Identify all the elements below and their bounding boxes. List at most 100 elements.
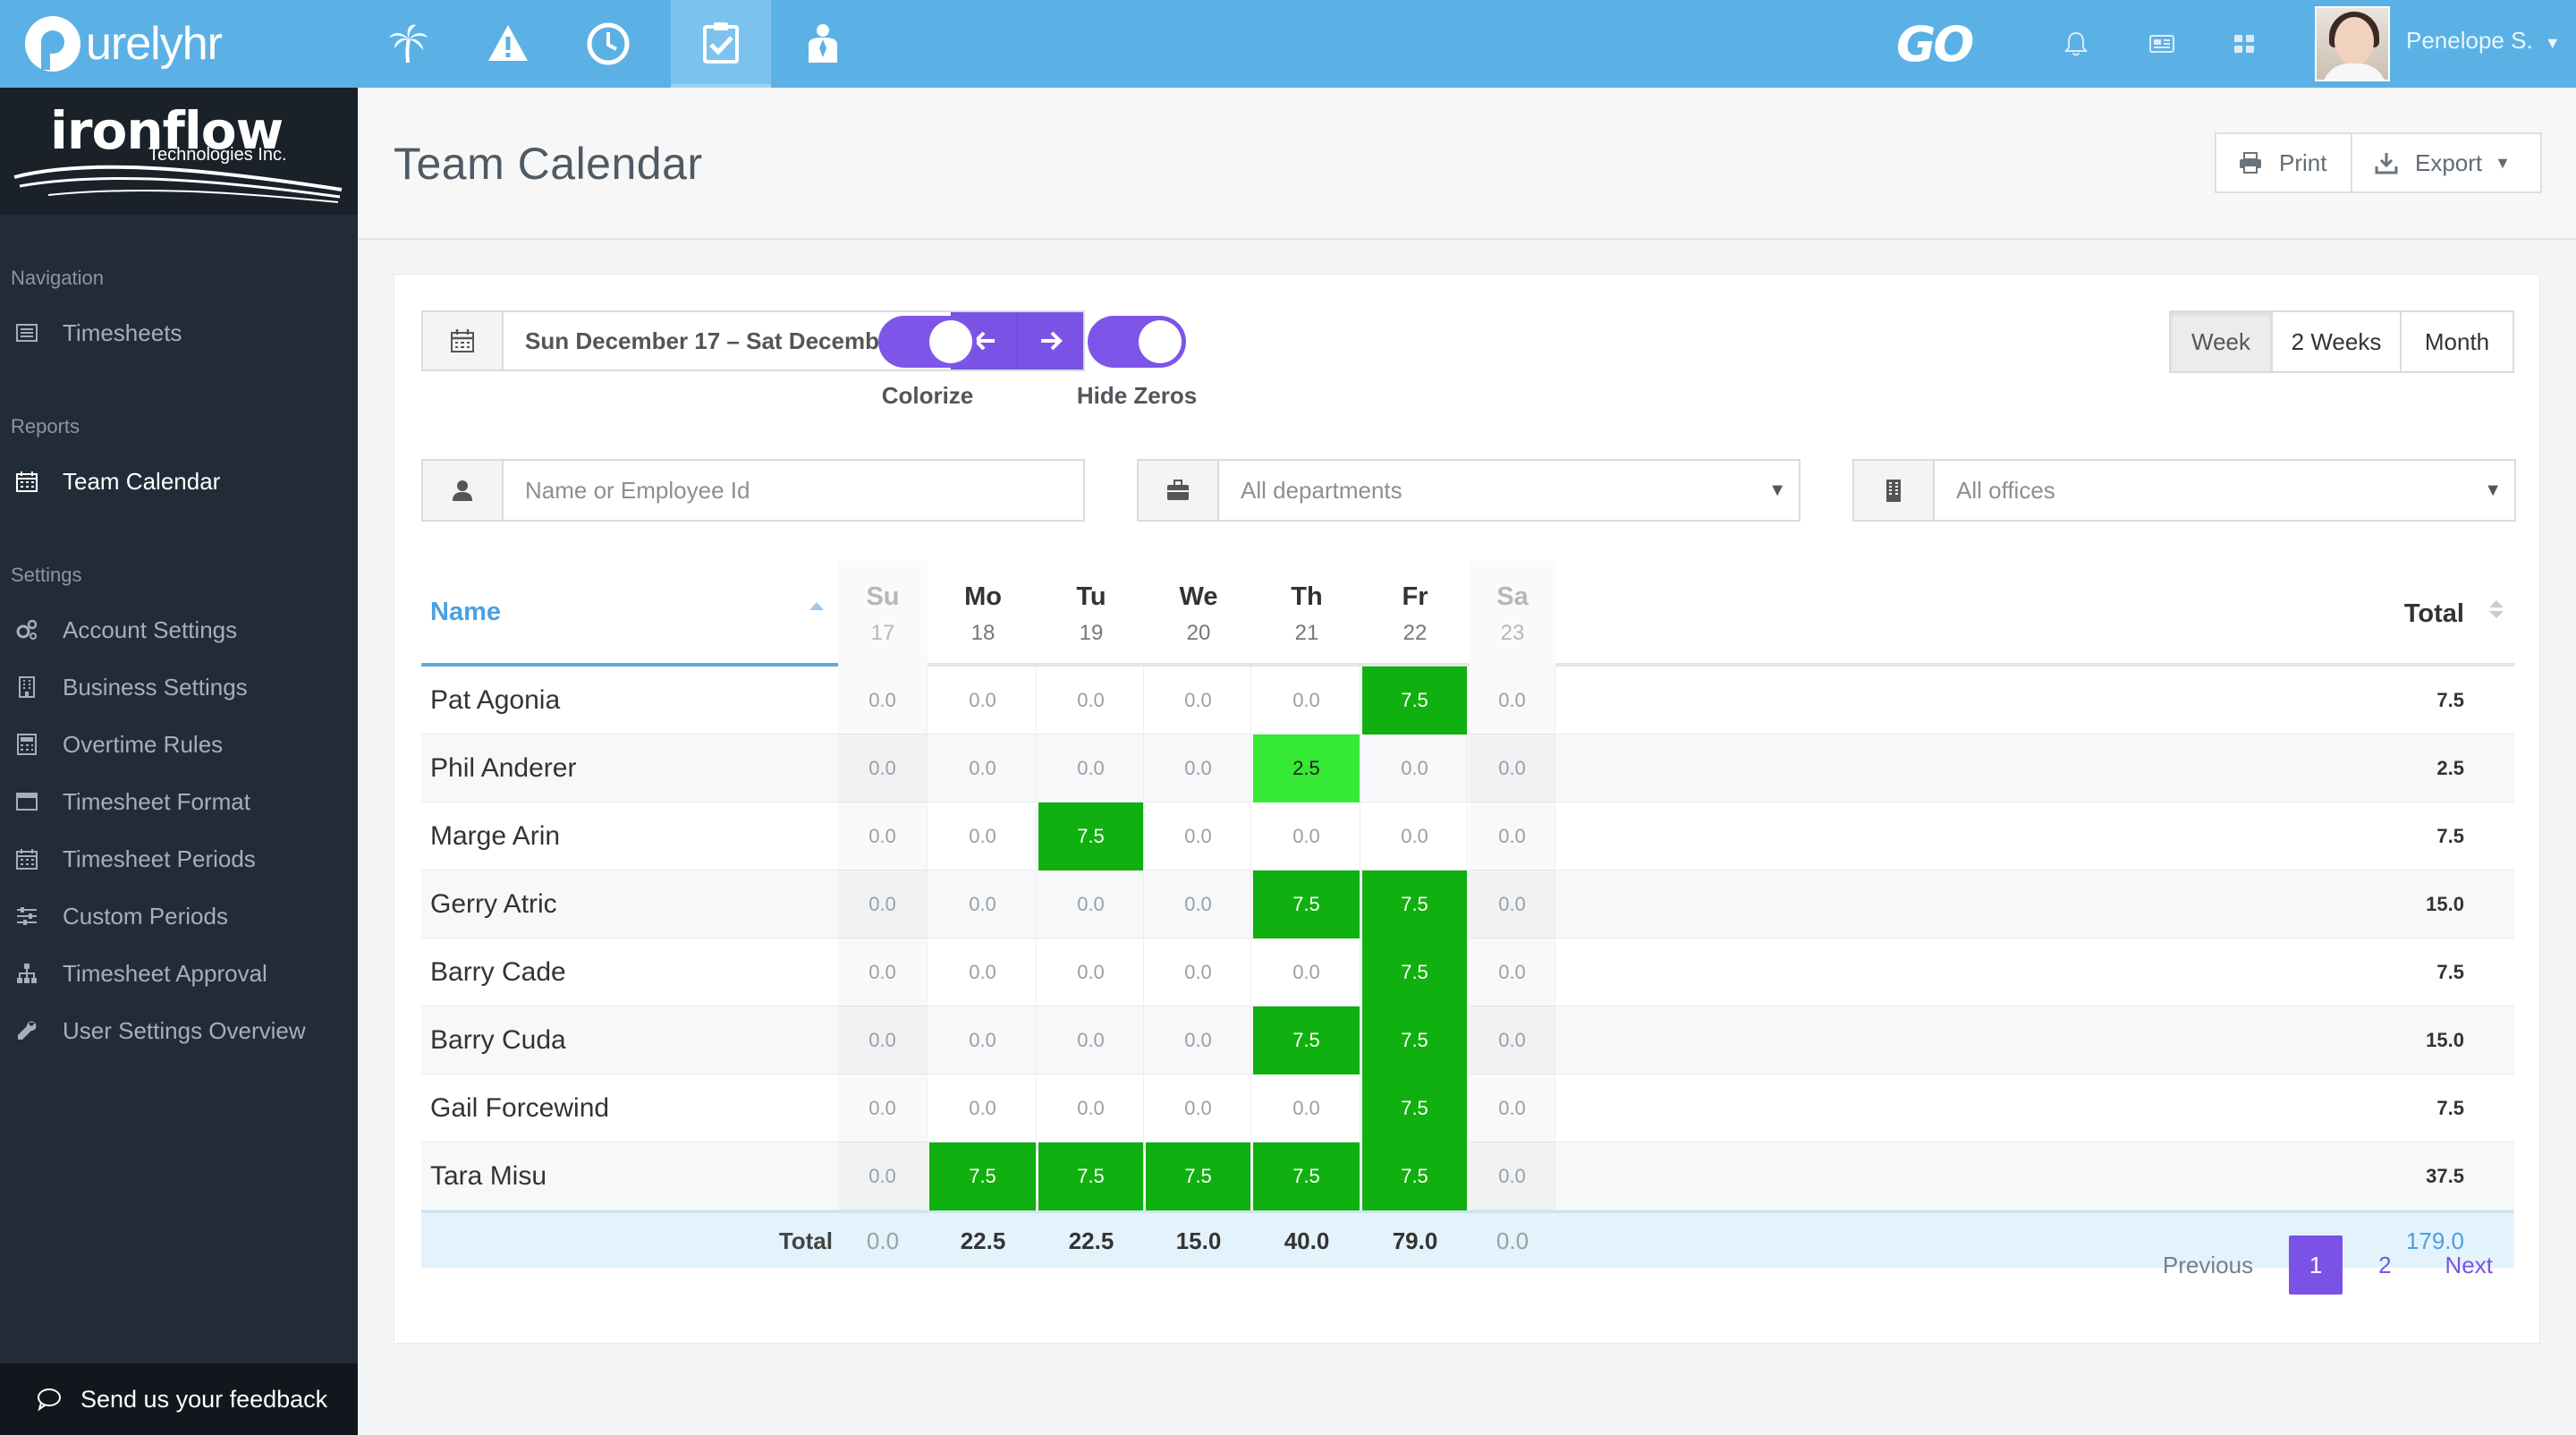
date-range-input[interactable]: Sun December 17 – Sat December 23, bbox=[525, 327, 940, 354]
hide-zeros-toggle[interactable] bbox=[1088, 316, 1186, 368]
hours-cell[interactable]: 7.5 bbox=[1362, 1006, 1468, 1074]
range-week-button[interactable]: Week bbox=[2171, 312, 2273, 371]
hours-cell[interactable]: 0.0 bbox=[838, 802, 928, 870]
next-page-button[interactable]: Next bbox=[2445, 1251, 2493, 1278]
employee-name[interactable]: Barry Cuda bbox=[430, 1025, 566, 1055]
hours-cell[interactable]: 0.0 bbox=[1253, 802, 1360, 870]
avatar[interactable] bbox=[2315, 6, 2390, 81]
previous-page-button[interactable]: Previous bbox=[2162, 1251, 2254, 1278]
hours-cell[interactable]: 0.0 bbox=[1470, 734, 1555, 802]
calendar-icon[interactable] bbox=[423, 312, 504, 369]
hours-cell[interactable]: 0.0 bbox=[1146, 734, 1251, 802]
colorize-toggle[interactable] bbox=[878, 316, 977, 368]
hours-cell[interactable]: 0.0 bbox=[929, 802, 1037, 870]
sidebar-item-timesheet-periods[interactable]: Timesheet Periods bbox=[0, 834, 358, 884]
name-column-header[interactable]: Name bbox=[421, 561, 838, 667]
hours-cell[interactable]: 7.5 bbox=[1253, 870, 1360, 938]
employee-search-input[interactable]: Name or Employee Id bbox=[525, 476, 750, 504]
hours-cell[interactable]: 0.0 bbox=[929, 870, 1037, 938]
page-2-button[interactable]: 2 bbox=[2378, 1251, 2392, 1278]
sidebar-item-user-settings-overview[interactable]: User Settings Overview bbox=[0, 1006, 358, 1056]
range-month-button[interactable]: Month bbox=[2424, 327, 2490, 355]
hours-cell[interactable]: 0.0 bbox=[1038, 734, 1144, 802]
day-column-header[interactable]: Su 17 bbox=[838, 561, 928, 667]
hours-cell[interactable]: 0.0 bbox=[929, 1074, 1037, 1142]
apps-grid-icon[interactable] bbox=[2222, 21, 2267, 66]
hours-cell[interactable]: 0.0 bbox=[838, 1006, 928, 1074]
purelyhr-logo[interactable]: urelyhr bbox=[25, 14, 223, 73]
palm-tree-icon[interactable] bbox=[358, 0, 458, 88]
day-column-header[interactable]: Tu 19 bbox=[1038, 561, 1144, 667]
hours-cell[interactable]: 0.0 bbox=[838, 870, 928, 938]
export-button[interactable]: Export ▼ bbox=[2351, 132, 2542, 193]
sidebar-item-business-settings[interactable]: Business Settings bbox=[0, 662, 358, 712]
bell-icon[interactable] bbox=[2054, 21, 2098, 66]
employee-name[interactable]: Marge Arin bbox=[430, 821, 561, 851]
hours-cell[interactable]: 0.0 bbox=[838, 938, 928, 1006]
hours-cell[interactable]: 0.0 bbox=[1470, 802, 1555, 870]
hours-cell[interactable]: 7.5 bbox=[1362, 1142, 1468, 1210]
hours-cell[interactable]: 7.5 bbox=[1253, 1006, 1360, 1074]
clock-icon[interactable] bbox=[558, 0, 658, 88]
total-column-header[interactable]: Total bbox=[1557, 561, 2514, 667]
grand-total[interactable]: 179.0 bbox=[2405, 1227, 2464, 1254]
feedback-button[interactable]: Send us your feedback bbox=[0, 1363, 358, 1435]
sidebar-item-account-settings[interactable]: Account Settings bbox=[0, 605, 358, 655]
hours-cell[interactable]: 0.0 bbox=[1146, 1074, 1251, 1142]
hours-cell[interactable]: 7.5 bbox=[929, 1142, 1037, 1210]
employee-name[interactable]: Tara Misu bbox=[430, 1161, 547, 1191]
employee-name[interactable]: Gerry Atric bbox=[430, 889, 557, 919]
print-button[interactable]: Print bbox=[2215, 132, 2352, 193]
user-menu[interactable]: Penelope S. ▼ bbox=[2406, 27, 2561, 55]
hours-cell[interactable]: 0.0 bbox=[838, 1142, 928, 1210]
hours-cell[interactable]: 0.0 bbox=[929, 667, 1037, 734]
hours-cell[interactable]: 0.0 bbox=[1253, 667, 1360, 734]
day-column-header[interactable]: Fr 22 bbox=[1362, 561, 1468, 667]
employee-name[interactable]: Phil Anderer bbox=[430, 753, 577, 783]
hours-cell[interactable]: 0.0 bbox=[929, 734, 1037, 802]
hours-cell[interactable]: 2.5 bbox=[1253, 734, 1360, 802]
office-select[interactable]: All offices ▼ bbox=[1935, 461, 2514, 520]
range-2-weeks-button[interactable]: 2 Weeks bbox=[2273, 312, 2402, 371]
sidebar-item-timesheets[interactable]: Timesheets bbox=[0, 308, 358, 358]
hours-cell[interactable]: 7.5 bbox=[1362, 1074, 1468, 1142]
hours-cell[interactable]: 0.0 bbox=[1470, 1006, 1555, 1074]
hours-cell[interactable]: 0.0 bbox=[1038, 667, 1144, 734]
hours-cell[interactable]: 7.5 bbox=[1362, 667, 1468, 734]
day-column-header[interactable]: Mo 18 bbox=[929, 561, 1037, 667]
employee-name[interactable]: Barry Cade bbox=[430, 957, 566, 987]
company-logo[interactable]: ironflow Technologies Inc. bbox=[0, 88, 358, 215]
sidebar-item-custom-periods[interactable]: Custom Periods bbox=[0, 891, 358, 941]
hours-cell[interactable]: 0.0 bbox=[1038, 870, 1144, 938]
hours-cell[interactable]: 0.0 bbox=[1253, 1074, 1360, 1142]
day-column-header[interactable]: Th 21 bbox=[1253, 561, 1360, 667]
hours-cell[interactable]: 0.0 bbox=[838, 734, 928, 802]
hours-cell[interactable]: 0.0 bbox=[1362, 802, 1468, 870]
hours-cell[interactable]: 7.5 bbox=[1146, 1142, 1251, 1210]
hours-cell[interactable]: 7.5 bbox=[1362, 938, 1468, 1006]
department-select[interactable]: All departments ▼ bbox=[1219, 461, 1799, 520]
hours-cell[interactable]: 0.0 bbox=[1470, 938, 1555, 1006]
hours-cell[interactable]: 0.0 bbox=[1470, 1074, 1555, 1142]
sidebar-item-timesheet-approval[interactable]: Timesheet Approval bbox=[0, 948, 358, 998]
hours-cell[interactable]: 0.0 bbox=[1253, 938, 1360, 1006]
page-1-button[interactable]: 1 bbox=[2289, 1235, 2343, 1295]
hours-cell[interactable]: 0.0 bbox=[838, 667, 928, 734]
news-icon[interactable] bbox=[2140, 21, 2184, 66]
warning-icon[interactable] bbox=[458, 0, 558, 88]
go-logo[interactable]: GO bbox=[1896, 16, 1974, 72]
day-column-header[interactable]: Sa 23 bbox=[1470, 561, 1555, 667]
hours-cell[interactable]: 7.5 bbox=[1038, 802, 1144, 870]
hours-cell[interactable]: 7.5 bbox=[1253, 1142, 1360, 1210]
sidebar-item-overtime-rules[interactable]: Overtime Rules bbox=[0, 719, 358, 769]
hours-cell[interactable]: 0.0 bbox=[1146, 802, 1251, 870]
employee-name[interactable]: Gail Forcewind bbox=[430, 1093, 610, 1123]
next-week-button[interactable] bbox=[1017, 312, 1083, 369]
hours-cell[interactable]: 0.0 bbox=[929, 1006, 1037, 1074]
person-badge-icon[interactable] bbox=[773, 0, 873, 88]
hours-cell[interactable]: 0.0 bbox=[1470, 1142, 1555, 1210]
hours-cell[interactable]: 0.0 bbox=[929, 938, 1037, 1006]
hours-cell[interactable]: 0.0 bbox=[1470, 870, 1555, 938]
day-column-header[interactable]: We 20 bbox=[1146, 561, 1251, 667]
hours-cell[interactable]: 0.0 bbox=[1146, 667, 1251, 734]
